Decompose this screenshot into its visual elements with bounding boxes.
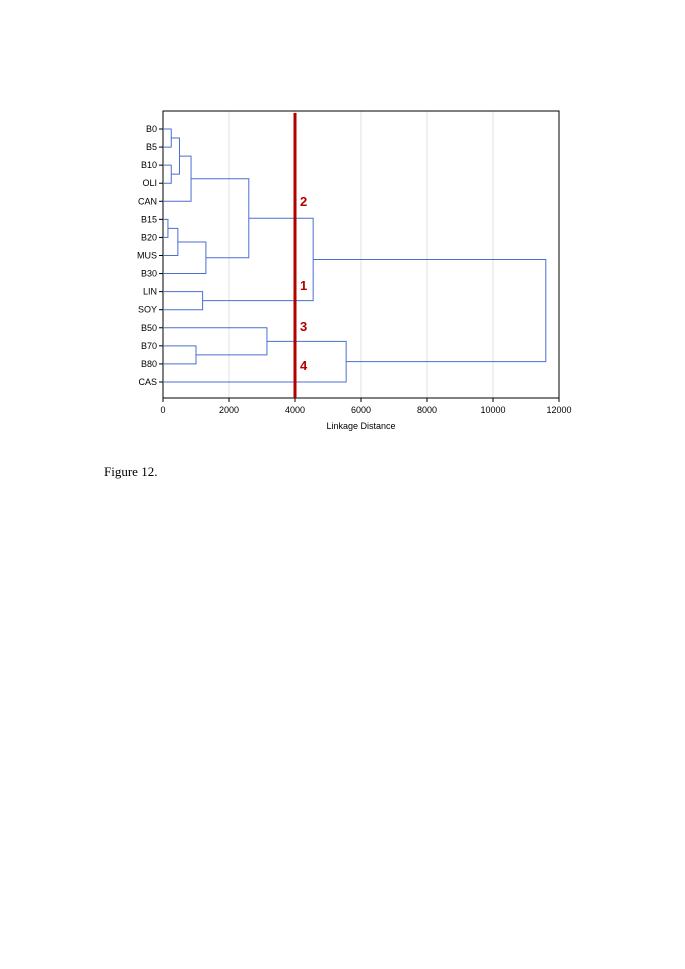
x-tick-label-0: 0 — [160, 405, 165, 415]
cluster-label-4: 4 — [300, 358, 308, 373]
dendrogram-link-9 — [191, 178, 250, 259]
dendrogram-link-1 — [163, 128, 172, 148]
leaf-label-B10: B10 — [141, 160, 157, 170]
x-axis-ticks: 0 2000 4000 6000 8000 10000 12000 — [160, 398, 572, 415]
x-tick-label-6000: 6000 — [351, 405, 371, 415]
leaf-label-MUS: MUS — [137, 250, 157, 260]
cluster-label-2: 2 — [300, 194, 307, 209]
leaf-label-SOY: SOY — [138, 305, 157, 315]
leaf-label-B50: B50 — [141, 323, 157, 333]
dendrogram-link-7 — [163, 291, 204, 311]
dendrogram-link-10 — [163, 327, 268, 356]
figure-caption: Figure 12. — [104, 464, 158, 479]
cluster-labels: 2 1 3 4 — [300, 194, 308, 373]
x-tick-label-12000: 12000 — [546, 405, 571, 415]
grid-lines — [228, 111, 494, 398]
dendrogram-link-2 — [163, 164, 172, 184]
leaf-label-CAS: CAS — [138, 377, 157, 387]
x-tick-label-4000: 4000 — [285, 405, 305, 415]
dendrogram-link-4 — [163, 227, 179, 256]
x-tick-label-2000: 2000 — [219, 405, 239, 415]
leaf-label-B70: B70 — [141, 341, 157, 351]
x-tick-label-8000: 8000 — [417, 405, 437, 415]
cluster-label-1: 1 — [300, 278, 307, 293]
leaf-label-B5: B5 — [146, 142, 157, 152]
dendrogram-tree — [163, 128, 547, 383]
leaf-label-CAN: CAN — [138, 196, 157, 206]
dendrogram-link-12 — [163, 340, 347, 383]
leaf-labels: B0 B5 B10 OLI CAN B15 B20 MUS B30 LIN SOY B50 B70 B80… — [137, 124, 163, 387]
dendrogram-link-5 — [163, 155, 192, 202]
leaf-label-B15: B15 — [141, 214, 157, 224]
dendrogram-link-0 — [163, 218, 169, 238]
leaf-label-B30: B30 — [141, 269, 157, 279]
dendrogram-chart: B0 B5 B10 OLI CAN B15 B20 MUS B30 LIN SOY B50 B70 B80… — [137, 110, 572, 431]
leaf-label-B0: B0 — [146, 124, 157, 134]
dendrogram-link-3 — [171, 137, 180, 175]
dendrogram-link-11 — [202, 217, 314, 302]
dendrogram-link-13 — [313, 258, 547, 363]
leaf-label-LIN: LIN — [143, 287, 157, 297]
x-axis-label: Linkage Distance — [326, 421, 395, 431]
dendrogram-link-6 — [163, 345, 197, 365]
leaf-label-B20: B20 — [141, 232, 157, 242]
x-tick-label-10000: 10000 — [480, 405, 505, 415]
cluster-label-3: 3 — [300, 319, 307, 334]
leaf-label-OLI: OLI — [142, 178, 157, 188]
leaf-label-B80: B80 — [141, 359, 157, 369]
dendrogram-link-8 — [163, 241, 207, 275]
